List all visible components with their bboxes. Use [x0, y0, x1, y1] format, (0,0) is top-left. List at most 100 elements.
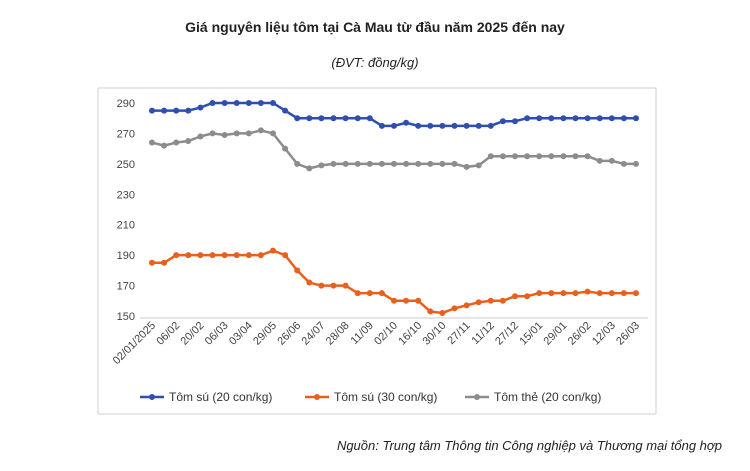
data-point — [596, 290, 603, 297]
x-tick-label: 27/12 — [493, 320, 521, 348]
x-tick-label: 11/12 — [470, 320, 497, 347]
x-tick-label: 26/06 — [275, 320, 303, 348]
data-point — [512, 293, 518, 300]
data-point — [584, 153, 591, 160]
data-point — [427, 308, 434, 315]
data-point — [596, 115, 603, 122]
data-point — [378, 290, 385, 297]
x-tick-label: 02/10 — [372, 320, 400, 348]
data-point — [306, 165, 313, 172]
data-point — [548, 153, 555, 160]
data-point — [185, 252, 192, 259]
data-point — [294, 115, 301, 122]
x-tick-label: 15/01 — [517, 320, 545, 348]
data-point — [294, 160, 301, 167]
data-point — [572, 115, 579, 122]
data-point — [620, 160, 627, 167]
x-tick-label: 20/02 — [179, 320, 207, 348]
data-point — [318, 115, 325, 122]
data-point — [221, 131, 228, 138]
data-point — [403, 119, 410, 126]
data-point — [149, 139, 155, 146]
data-point — [185, 107, 192, 114]
data-point — [149, 107, 155, 114]
data-point — [560, 290, 567, 297]
data-point — [391, 160, 397, 167]
data-point — [415, 297, 422, 304]
data-point — [318, 162, 325, 169]
data-point — [270, 247, 276, 254]
x-tick-label: 24/07 — [300, 320, 328, 348]
data-point — [463, 302, 470, 309]
data-point — [294, 267, 301, 274]
x-tick-label: 26/03 — [614, 320, 642, 348]
y-tick-label: 270 — [117, 128, 135, 140]
data-point — [633, 160, 639, 167]
data-point — [197, 252, 204, 259]
data-point — [403, 160, 410, 167]
data-point — [572, 153, 579, 160]
data-point — [633, 290, 639, 297]
data-point — [487, 122, 494, 129]
data-point — [330, 282, 337, 289]
y-tick-label: 290 — [117, 98, 135, 110]
data-point — [149, 259, 155, 266]
data-point — [524, 293, 531, 300]
data-point — [403, 297, 410, 304]
x-tick-label: 03/04 — [227, 320, 255, 348]
data-point — [499, 153, 506, 160]
data-point — [536, 290, 543, 297]
data-point — [524, 153, 531, 160]
data-point — [499, 297, 506, 304]
data-point — [596, 157, 603, 164]
data-point — [366, 160, 373, 167]
data-point — [608, 157, 615, 164]
data-point — [306, 279, 313, 286]
x-tick-label: 29/01 — [542, 320, 570, 348]
data-point — [257, 252, 264, 259]
data-point — [366, 290, 373, 297]
data-point — [270, 100, 276, 106]
x-tick-label: 12/03 — [590, 320, 618, 348]
data-point — [451, 305, 458, 312]
data-point — [366, 115, 373, 122]
data-point — [173, 107, 180, 114]
data-point — [572, 290, 579, 297]
data-point — [233, 252, 240, 259]
data-point — [209, 100, 216, 106]
data-point — [354, 115, 361, 122]
data-point — [633, 115, 639, 122]
data-point — [197, 133, 204, 140]
series-line — [152, 101, 636, 128]
data-point — [391, 297, 397, 304]
data-point — [548, 290, 555, 297]
data-point — [620, 290, 627, 297]
data-point — [391, 122, 397, 129]
x-tick-label: 28/08 — [324, 320, 352, 348]
data-point — [378, 160, 385, 167]
data-point — [608, 115, 615, 122]
data-point — [161, 107, 168, 114]
data-point — [354, 160, 361, 167]
data-point — [439, 160, 446, 167]
data-point — [560, 153, 567, 160]
data-point — [354, 290, 361, 297]
y-tick-label: 250 — [117, 159, 135, 171]
data-point — [330, 160, 337, 167]
data-point — [257, 127, 264, 134]
data-point — [161, 259, 168, 266]
legend-label: Tôm thẻ (20 con/kg) — [494, 390, 601, 404]
data-point — [427, 160, 434, 167]
data-point — [270, 130, 276, 137]
data-point — [318, 282, 325, 289]
data-point — [197, 104, 204, 111]
x-tick-label: 27/11 — [445, 320, 472, 347]
data-point — [439, 122, 446, 129]
data-point — [548, 115, 555, 122]
data-point — [475, 299, 482, 306]
data-point — [487, 297, 494, 304]
data-point — [487, 153, 494, 160]
data-point — [524, 115, 531, 122]
y-tick-label: 150 — [117, 311, 135, 323]
